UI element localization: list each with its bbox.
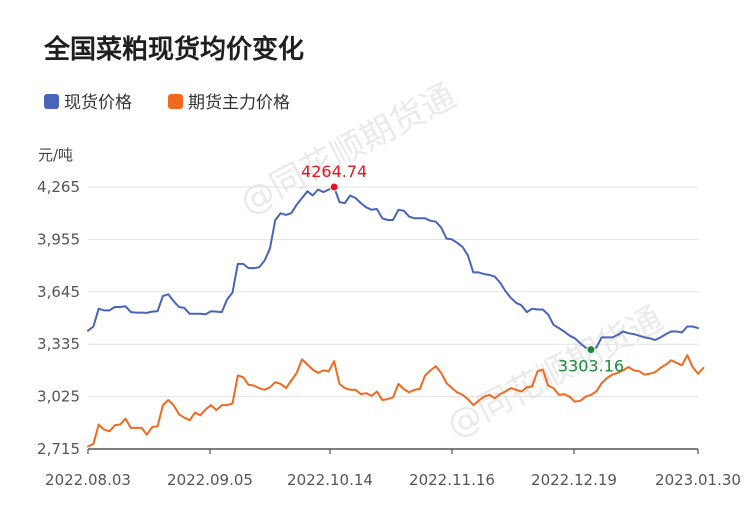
y-tick-label: 2,715 <box>37 440 80 458</box>
max-point-label: 4264.74 <box>301 162 367 181</box>
x-axis-ticks: 2022.08.03 2022.09.05 2022.10.14 2022.11.16… <box>45 449 741 489</box>
x-tick-label: 2022.11.16 <box>409 471 495 489</box>
annotations: 4264.74 3303.16 <box>301 162 624 376</box>
y-tick-label: 3,955 <box>37 230 80 248</box>
y-axis-unit: 元/吨 <box>38 146 73 164</box>
y-tick-label: 3,335 <box>37 335 80 353</box>
x-tick-label: 2022.08.03 <box>45 471 131 489</box>
legend-swatch-spot <box>44 94 59 109</box>
min-point-marker <box>586 345 596 355</box>
series-line-futures <box>87 354 705 448</box>
gridlines <box>88 186 698 450</box>
chart-title: 全国菜粕现货均价变化 <box>43 34 304 65</box>
legend-label-spot: 现货价格 <box>64 93 132 113</box>
series-line-spot <box>87 186 699 351</box>
x-tick-label: 2023.01.30 <box>655 471 741 489</box>
y-axis-ticks: 4,265 3,955 3,645 3,335 3,025 2,715 <box>37 178 80 458</box>
x-tick-label: 2022.09.05 <box>167 471 253 489</box>
legend: 现货价格 期货主力价格 <box>44 93 290 113</box>
min-point-label: 3303.16 <box>558 357 624 376</box>
y-tick-label: 3,645 <box>37 283 80 301</box>
x-tick-label: 2022.10.14 <box>287 471 373 489</box>
y-tick-label: 4,265 <box>37 178 80 196</box>
legend-label-futures: 期货主力价格 <box>188 93 290 113</box>
series-lines <box>87 186 705 448</box>
watermark-lower: @同花顺期货通 <box>440 299 669 446</box>
legend-swatch-futures <box>168 94 183 109</box>
x-tick-label: 2022.12.19 <box>531 471 617 489</box>
y-tick-label: 3,025 <box>37 388 80 406</box>
max-point-marker <box>329 182 339 192</box>
